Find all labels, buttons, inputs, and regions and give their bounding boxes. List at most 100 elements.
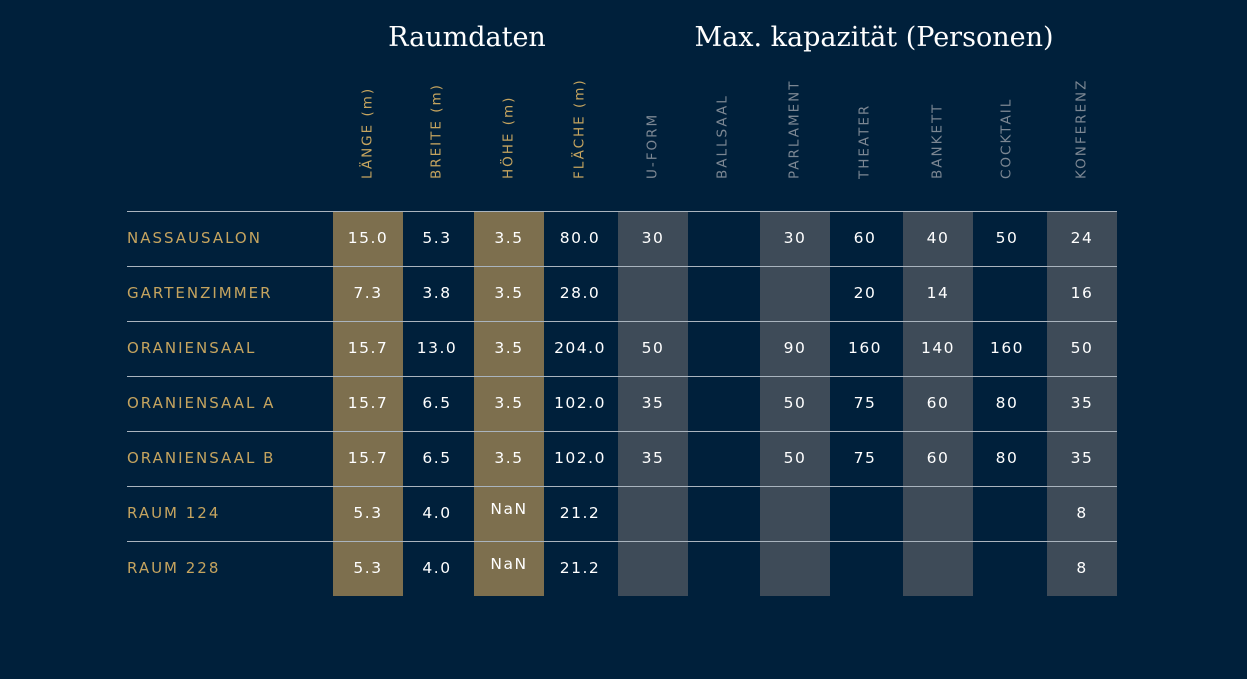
cell-breite: 5.3 [422, 229, 452, 247]
cell-konferenz: 35 [1070, 394, 1094, 412]
cell-flaeche: 102.0 [554, 394, 606, 412]
column-header-label: THEATER [856, 103, 873, 179]
column-band-parlament [760, 211, 830, 596]
cell-breite: 4.0 [422, 504, 452, 522]
cell-konferenz: 8 [1076, 504, 1088, 522]
cell-theater: 75 [853, 394, 877, 412]
column-header-label: HÖHE (m) [500, 95, 517, 179]
cell-uform: 35 [641, 449, 665, 467]
cell-flaeche: 28.0 [559, 284, 601, 302]
column-header-konferenz: KONFERENZ [1064, 66, 1100, 192]
raumdaten-title: Raumdaten [388, 22, 546, 53]
cell-bankett: 60 [926, 449, 950, 467]
room-name-raum-228: RAUM 228 [127, 559, 221, 577]
row-divider [127, 266, 1117, 267]
row-divider [127, 486, 1117, 487]
cell-hoehe: 3.5 [494, 229, 524, 247]
column-header-label: BREITE (m) [428, 82, 445, 179]
column-header-hoehe: HÖHE (m) [491, 66, 527, 192]
cell-konferenz: 50 [1070, 339, 1094, 357]
cell-cocktail: 80 [995, 394, 1019, 412]
column-band-uform [618, 211, 688, 596]
row-divider [127, 376, 1117, 377]
cell-flaeche: 204.0 [554, 339, 606, 357]
cell-bankett: 40 [926, 229, 950, 247]
cell-laenge: 5.3 [353, 559, 383, 577]
row-divider [127, 541, 1117, 542]
kapazitaet-title: Max. kapazität (Personen) [694, 22, 1054, 53]
cell-parlament: 50 [783, 449, 807, 467]
column-header-label: PARLAMENT [786, 79, 803, 179]
column-header-uform: U-FORM [635, 66, 671, 192]
room-name-gartenzimmer: GARTENZIMMER [127, 284, 273, 302]
room-name-oraniensaal: ORANIENSAAL [127, 339, 257, 357]
room-name-raum-124: RAUM 124 [127, 504, 221, 522]
cell-breite: 6.5 [422, 449, 452, 467]
column-header-label: KONFERENZ [1073, 78, 1090, 179]
cell-laenge: 15.7 [347, 394, 389, 412]
cell-konferenz: 24 [1070, 229, 1094, 247]
cell-konferenz: 35 [1070, 449, 1094, 467]
cell-parlament: 50 [783, 394, 807, 412]
column-header-label: COCKTAIL [998, 97, 1015, 179]
cell-parlament: 90 [783, 339, 807, 357]
cell-bankett: 140 [920, 339, 956, 357]
column-band-laenge [333, 211, 403, 596]
cell-laenge: 15.0 [347, 229, 389, 247]
row-divider [127, 211, 1117, 212]
column-header-label: FLÄCHE (m) [571, 77, 588, 179]
cell-theater: 60 [853, 229, 877, 247]
cell-parlament: 30 [783, 229, 807, 247]
column-header-parlament: PARLAMENT [777, 66, 813, 192]
column-header-theater: THEATER [847, 66, 883, 192]
cell-hoehe: NaN [490, 555, 528, 573]
column-header-label: BANKETT [929, 102, 946, 179]
cell-hoehe: 3.5 [494, 394, 524, 412]
cell-bankett: 14 [926, 284, 950, 302]
column-header-breite: BREITE (m) [419, 66, 455, 192]
column-header-bankett: BANKETT [920, 66, 956, 192]
cell-konferenz: 8 [1076, 559, 1088, 577]
cell-hoehe: 3.5 [494, 449, 524, 467]
cell-flaeche: 21.2 [559, 504, 601, 522]
column-header-ballsaal: BALLSAAL [705, 66, 741, 192]
cell-cocktail: 160 [989, 339, 1025, 357]
column-header-label: BALLSAAL [714, 93, 731, 179]
cell-breite: 3.8 [422, 284, 452, 302]
cell-theater: 75 [853, 449, 877, 467]
cell-breite: 4.0 [422, 559, 452, 577]
column-band-bankett [903, 211, 973, 596]
column-header-flaeche: FLÄCHE (m) [562, 66, 598, 192]
column-band-hoehe [474, 211, 544, 596]
cell-flaeche: 21.2 [559, 559, 601, 577]
column-header-label: LÄNGE (m) [359, 86, 376, 179]
column-header-laenge: LÄNGE (m) [350, 66, 386, 192]
cell-flaeche: 102.0 [554, 449, 606, 467]
cell-hoehe: 3.5 [494, 339, 524, 357]
cell-laenge: 15.7 [347, 449, 389, 467]
cell-breite: 6.5 [422, 394, 452, 412]
cell-breite: 13.0 [416, 339, 458, 357]
cell-bankett: 60 [926, 394, 950, 412]
room-name-oraniensaal-a: ORANIENSAAL A [127, 394, 276, 412]
room-name-oraniensaal-b: ORANIENSAAL B [127, 449, 276, 467]
cell-hoehe: NaN [490, 500, 528, 518]
cell-flaeche: 80.0 [559, 229, 601, 247]
room-name-nassausalon: NASSAUSALON [127, 229, 262, 247]
row-divider [127, 321, 1117, 322]
column-band-konferenz [1047, 211, 1117, 596]
cell-theater: 160 [847, 339, 883, 357]
cell-uform: 30 [641, 229, 665, 247]
cell-uform: 50 [641, 339, 665, 357]
cell-laenge: 7.3 [353, 284, 383, 302]
column-header-label: U-FORM [644, 112, 661, 179]
cell-laenge: 15.7 [347, 339, 389, 357]
cell-uform: 35 [641, 394, 665, 412]
cell-laenge: 5.3 [353, 504, 383, 522]
cell-konferenz: 16 [1070, 284, 1094, 302]
cell-hoehe: 3.5 [494, 284, 524, 302]
row-divider [127, 431, 1117, 432]
column-header-cocktail: COCKTAIL [989, 66, 1025, 192]
cell-cocktail: 50 [995, 229, 1019, 247]
cell-cocktail: 80 [995, 449, 1019, 467]
